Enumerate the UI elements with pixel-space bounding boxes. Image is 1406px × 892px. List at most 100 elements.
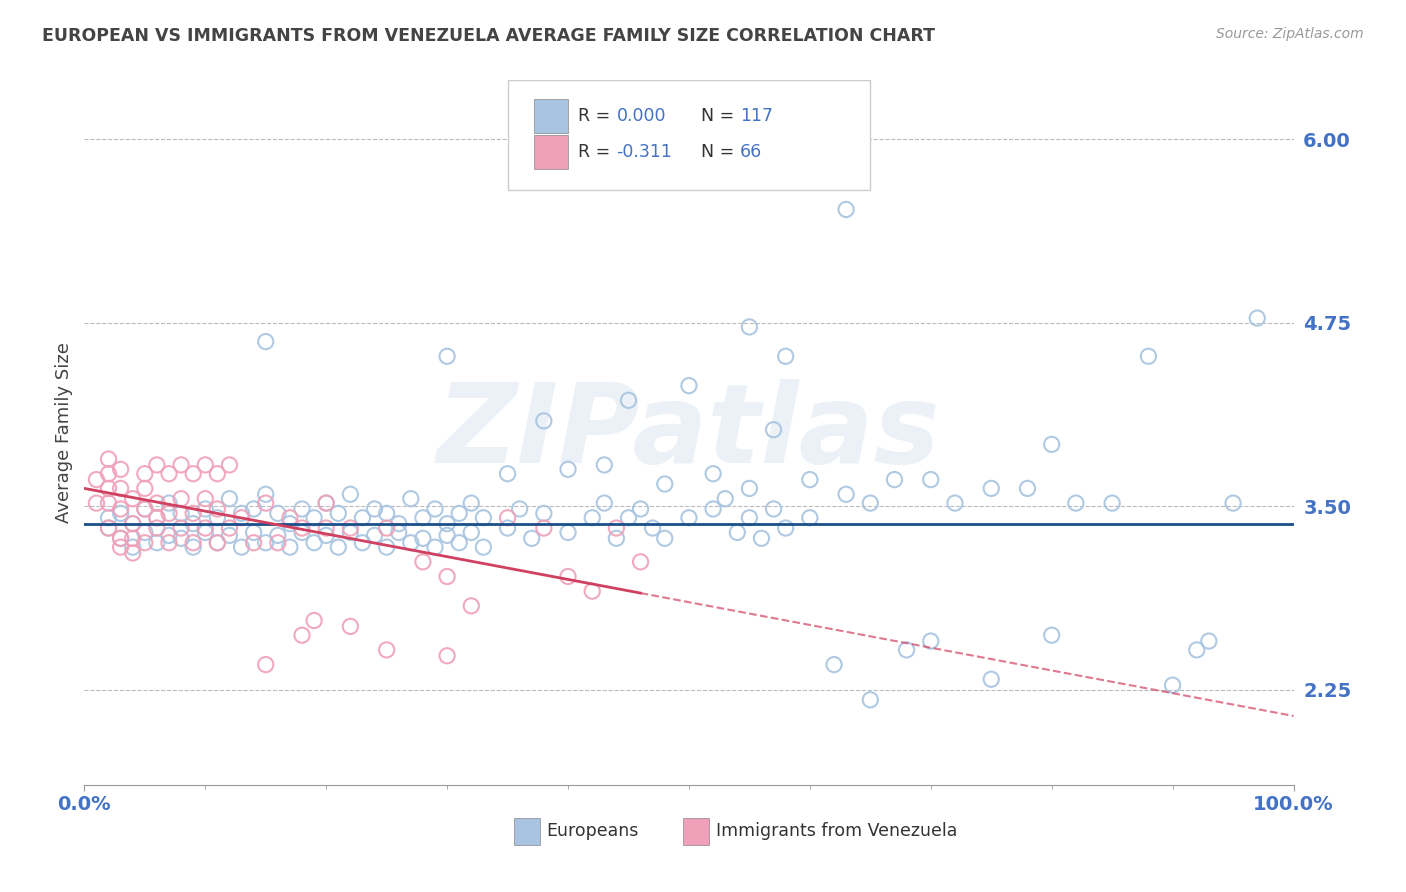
Point [97,521,120,535]
Point [291,521,314,535]
Point [218,521,240,535]
Point [762,423,785,437]
Point [194,521,217,535]
Point [678,378,700,392]
Point [121,516,143,531]
Point [630,555,652,569]
Point [157,528,180,542]
Text: 117: 117 [740,106,773,125]
Point [146,535,169,549]
Point [110,482,132,496]
Point [738,320,761,334]
Point [593,458,616,472]
Point [110,507,132,521]
Point [315,496,337,510]
Point [231,507,253,521]
Point [823,657,845,672]
Point [1040,628,1063,642]
Point [980,673,1002,687]
Point [751,532,773,546]
Point [254,487,277,501]
Point [207,502,229,516]
Point [835,487,858,501]
FancyBboxPatch shape [513,818,540,845]
Point [1198,634,1220,648]
Point [291,502,314,516]
Point [218,528,240,542]
Text: ZIPatlas: ZIPatlas [437,379,941,486]
Point [533,507,555,521]
Point [157,507,180,521]
Point [460,525,482,540]
Point [315,528,337,542]
Point [436,516,458,531]
Point [1185,643,1208,657]
Point [278,516,301,531]
Point [302,614,325,628]
Point [170,491,193,506]
Point [267,507,290,521]
Y-axis label: Average Family Size: Average Family Size [55,343,73,523]
Point [533,414,555,428]
Point [339,521,361,535]
Point [254,334,277,349]
Point [146,521,169,535]
Point [134,467,156,481]
Point [110,540,132,554]
Point [775,521,797,535]
Point [1161,678,1184,692]
Point [702,467,724,481]
Point [242,502,264,516]
Point [352,510,374,524]
Point [181,540,204,554]
Point [146,510,169,524]
Point [799,510,821,524]
Point [375,643,398,657]
Point [170,458,193,472]
FancyBboxPatch shape [508,80,870,189]
Point [835,202,858,217]
Point [339,487,361,501]
Point [423,502,446,516]
Point [920,634,942,648]
Point [134,502,156,516]
Point [581,510,603,524]
Point [472,540,495,554]
Point [181,467,204,481]
Point [134,535,156,549]
Point [1222,496,1244,510]
Point [617,510,640,524]
Point [121,546,143,560]
Point [738,510,761,524]
Point [399,491,422,506]
Point [412,532,434,546]
FancyBboxPatch shape [683,818,710,845]
Point [291,628,314,642]
Point [194,491,217,506]
Point [218,458,240,472]
Point [449,507,471,521]
Point [496,521,519,535]
Point [110,532,132,546]
Text: Immigrants from Venezuela: Immigrants from Venezuela [716,822,957,840]
Point [339,525,361,540]
Point [605,521,627,535]
Point [302,510,325,524]
Point [121,516,143,531]
Point [375,521,398,535]
Point [254,535,277,549]
Point [1137,349,1160,363]
Point [97,467,120,481]
Point [363,502,385,516]
Text: Europeans: Europeans [547,822,638,840]
Point [436,648,458,663]
Point [170,532,193,546]
Point [799,473,821,487]
Point [593,496,616,510]
Point [460,496,482,510]
Point [375,540,398,554]
Point [641,521,664,535]
Point [254,657,277,672]
Point [412,510,434,524]
Point [157,535,180,549]
